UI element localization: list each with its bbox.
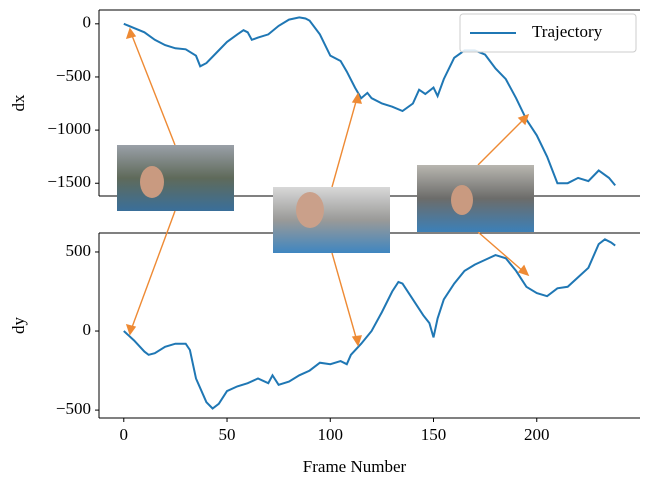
arrow — [130, 210, 176, 331]
y-tick-label: 0 — [83, 13, 92, 32]
legend-box — [459, 13, 637, 53]
y-tick-label: 0 — [83, 320, 92, 339]
x-axis-label: Frame Number — [303, 457, 407, 476]
plot-area: 0 −500 −1000 −1500 dx Trajectory 500 0 −500 0 50 10… — [9, 9, 640, 476]
arrowhead — [517, 264, 530, 277]
y-tick-label: −1000 — [47, 119, 91, 138]
arrowhead — [351, 92, 363, 104]
video-frame — [273, 187, 390, 253]
legend-label: Trajectory — [532, 22, 603, 41]
x-tick-label: 150 — [421, 425, 447, 444]
arrow — [477, 231, 525, 273]
arrow — [477, 117, 526, 166]
trajectory-line — [123, 238, 616, 410]
video-frame — [417, 165, 534, 232]
y-axis-label: dx — [9, 94, 28, 112]
x-tick-label: 100 — [318, 425, 344, 444]
annotations — [117, 27, 534, 347]
arrowhead — [125, 324, 137, 336]
face — [451, 185, 473, 215]
arrow — [331, 97, 358, 188]
x-tick-label: 0 — [120, 425, 129, 444]
arrowhead — [125, 27, 137, 39]
y-tick-label: −500 — [56, 66, 91, 85]
y-tick-label: −1500 — [47, 172, 91, 191]
y-tick-label: 500 — [66, 241, 92, 260]
arrow — [331, 252, 358, 342]
arrow — [130, 32, 176, 146]
x-tick-label: 50 — [219, 425, 236, 444]
y-tick-label: −500 — [56, 399, 91, 418]
video-frame — [117, 145, 234, 211]
y-axis-label: dy — [9, 317, 28, 335]
arrowhead — [351, 335, 363, 347]
arrowhead — [517, 113, 530, 126]
face — [140, 166, 164, 198]
x-tick-label: 200 — [524, 425, 550, 444]
face — [296, 192, 324, 228]
trajectory-line — [123, 16, 616, 187]
